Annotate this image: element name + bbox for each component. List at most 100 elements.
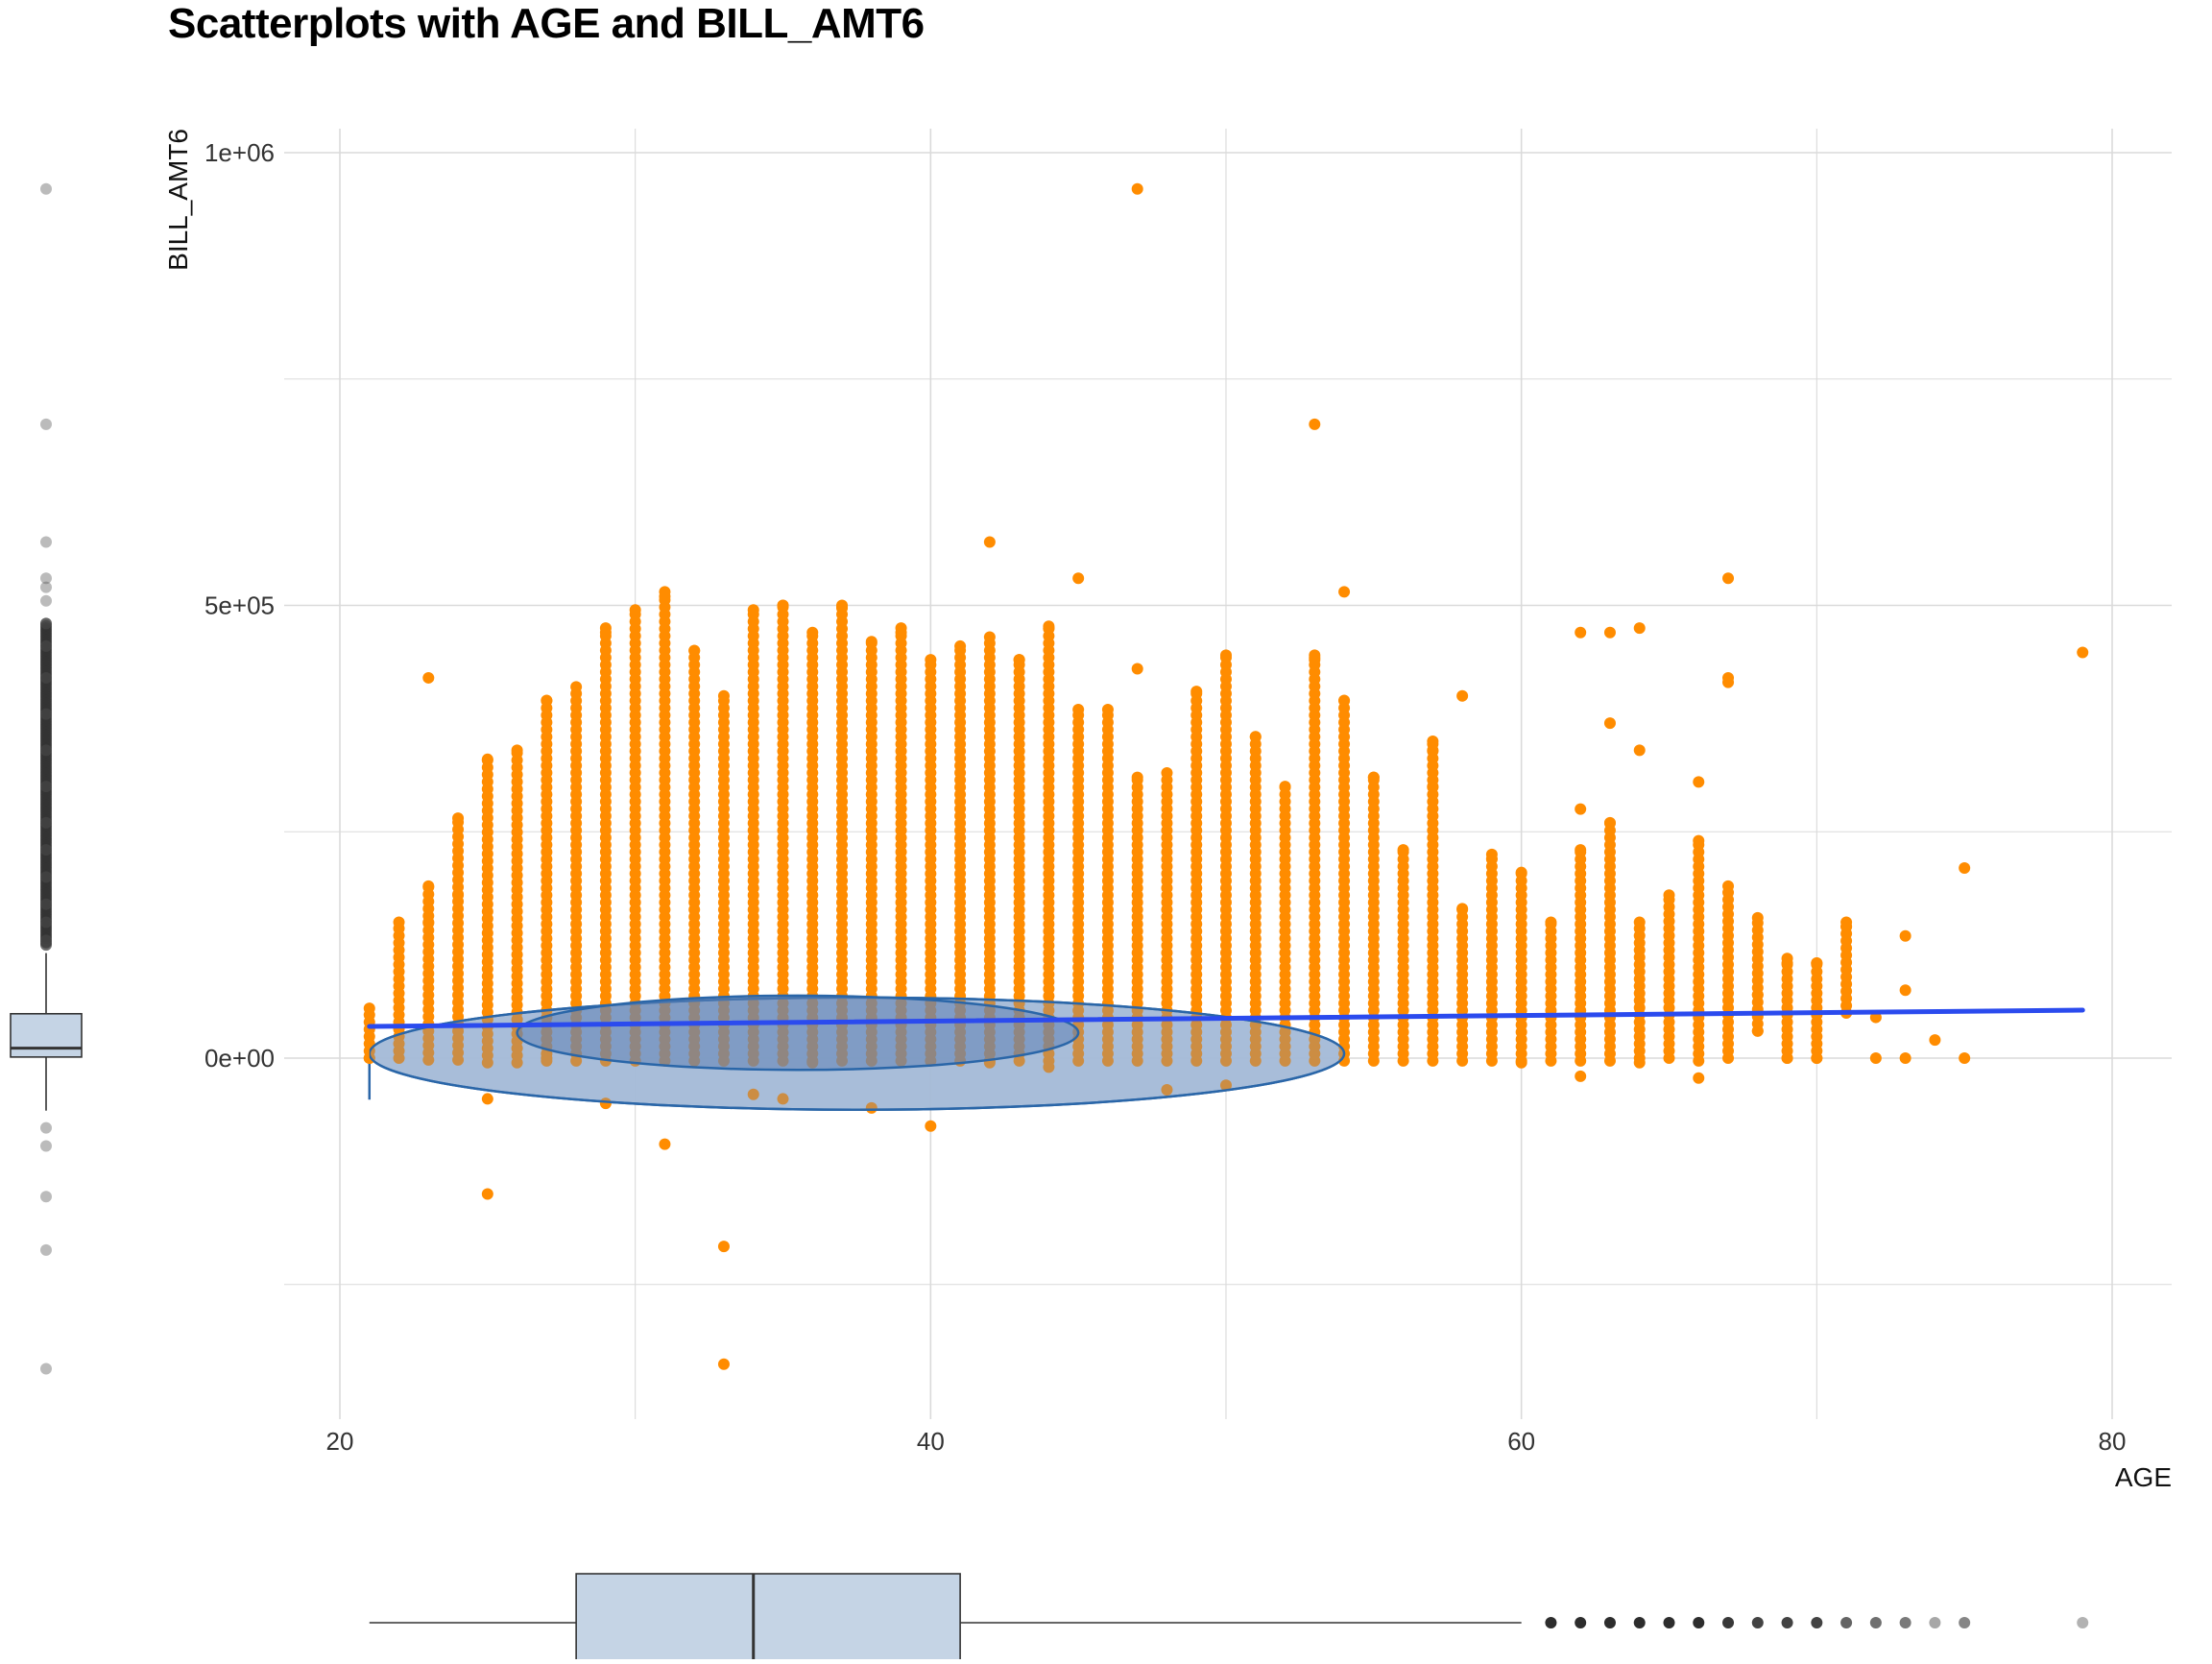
scatter-point (1929, 1034, 1941, 1047)
y-box-outlier (40, 572, 52, 585)
x-box-outlier (1545, 1617, 1557, 1628)
scatter-point (363, 1002, 375, 1015)
x-box-outlier (1575, 1617, 1587, 1628)
scatter-point (1190, 686, 1203, 698)
scatter-point (1959, 861, 1971, 874)
scatter-point (481, 1093, 493, 1105)
scatter-point (599, 622, 612, 635)
y-tick-label: 0e+00 (204, 1044, 275, 1073)
scatter-point (1456, 689, 1469, 702)
scatter-point (659, 1138, 671, 1150)
x-tick-label: 60 (1507, 1427, 1535, 1456)
scatter-point (541, 694, 553, 707)
scatter-point (1427, 744, 1439, 757)
x-box-outlier (1899, 1617, 1911, 1628)
x-box-outlier (1869, 1617, 1882, 1628)
scatter-point (1959, 1052, 1971, 1064)
y-box-outlier (40, 182, 52, 195)
y-box-outlier (40, 581, 52, 593)
y-box-outlier (40, 617, 52, 630)
x-box-outlier (1781, 1617, 1793, 1628)
x-box-outlier (1811, 1617, 1823, 1628)
scatter-point (1279, 781, 1291, 793)
scatter-point (717, 1241, 730, 1253)
y-box-outlier (40, 1191, 52, 1203)
scatter-point (422, 671, 435, 684)
scatter-point (1781, 953, 1793, 965)
scatter-point (1575, 626, 1587, 639)
scatter-point (1043, 620, 1055, 633)
scatter-point (895, 622, 907, 635)
scatter-point (1633, 622, 1646, 635)
x-box-outlier (1633, 1617, 1646, 1628)
scatter-point (1309, 418, 1321, 430)
x-box-outlier (1929, 1617, 1941, 1628)
y-marginal-boxplot (10, 182, 83, 1375)
scatter-point (1811, 956, 1823, 969)
y-box-outlier (40, 1243, 52, 1256)
scatter-point (1131, 771, 1143, 784)
scatter-point (717, 689, 730, 702)
scatter-point (1663, 889, 1675, 902)
scatter-point (1751, 988, 1764, 1001)
x-box-outlier (1840, 1617, 1853, 1628)
scatter-point (541, 1052, 553, 1064)
x-box-outlier (1722, 1617, 1735, 1628)
scatter-point (1869, 1052, 1882, 1064)
x-tick-label: 80 (2099, 1427, 2127, 1456)
scatter-point (1515, 866, 1527, 879)
scatter-point (806, 626, 819, 639)
scatter-point (1072, 703, 1085, 715)
scatter-point (865, 636, 878, 648)
scatter-point (1811, 1052, 1823, 1064)
scatter-point (1603, 717, 1616, 730)
scatter-point (452, 812, 465, 825)
scatter-point (1603, 626, 1616, 639)
scatter-point (954, 639, 967, 652)
scatter-point (1693, 776, 1705, 788)
scatter-point (1722, 572, 1735, 585)
scatter-point (393, 916, 405, 928)
scatter-point (570, 681, 583, 693)
scatter-point (452, 889, 465, 902)
scatter-point (1427, 735, 1439, 747)
y-box-outlier (40, 844, 52, 856)
scatter-point (983, 536, 996, 548)
scatter-point (688, 644, 701, 657)
scatter-point (1485, 848, 1498, 860)
scatter-point (777, 599, 789, 612)
y-tick-label: 5e+05 (204, 591, 275, 620)
scatter-point (1751, 1025, 1764, 1037)
y-box-outlier (40, 744, 52, 757)
scatter-point (1781, 1052, 1793, 1064)
scatter-point (1722, 880, 1735, 892)
scatter-point (1249, 731, 1262, 743)
y-box-outlier (40, 671, 52, 684)
scatter-point (1575, 803, 1587, 815)
x-marginal-boxplot (369, 1573, 2089, 1664)
scatter-point (1131, 663, 1143, 675)
scatter-point (1220, 649, 1232, 662)
scatter-point (1722, 676, 1735, 688)
scatter-point (1693, 1072, 1705, 1084)
y-tick-label: 1e+06 (204, 138, 275, 167)
x-box-outlier (1959, 1617, 1971, 1628)
scatter-point (1693, 834, 1705, 847)
scatter-point (629, 604, 641, 616)
scatter-point (1899, 929, 1911, 942)
scatter-point (481, 1188, 493, 1200)
chart-title: Scatterplots with AGE and BILL_AMT6 (168, 0, 925, 47)
y-box-outlier (40, 898, 52, 910)
scatter-point (659, 586, 671, 598)
y-box-outlier (40, 708, 52, 720)
scatter-point (1043, 1061, 1055, 1073)
y-box-outlier (40, 934, 52, 947)
scatter-point (777, 1093, 789, 1105)
x-box-outlier (1693, 1617, 1705, 1628)
y-box-outlier (40, 871, 52, 883)
scatter-point (1633, 744, 1646, 757)
scatter-point (836, 602, 849, 615)
scatter-point (1545, 916, 1557, 928)
y-box-outlier (40, 418, 52, 430)
